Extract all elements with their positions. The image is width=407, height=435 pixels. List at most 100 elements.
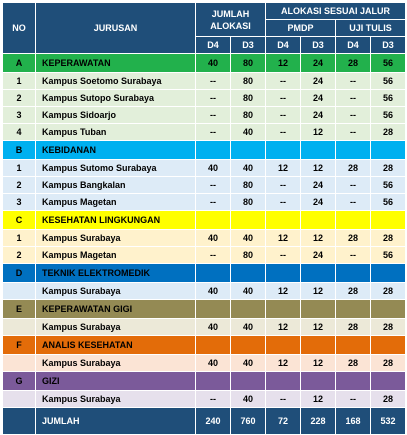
table-row: 2 Kampus Bangkalan -- 80 -- 24 -- 56: [2, 176, 407, 194]
header-uji-d3: D3: [370, 36, 407, 54]
group-value: [229, 263, 267, 283]
table-row: 2 Kampus Magetan -- 80 -- 24 -- 56: [2, 246, 407, 264]
row-campus-name: Kampus Surabaya: [35, 390, 196, 408]
row-value: 24: [300, 72, 337, 90]
row-campus-name: Kampus Tuban: [35, 123, 196, 141]
group-value: [335, 210, 372, 230]
row-value: --: [195, 123, 231, 141]
row-no: 1: [2, 72, 36, 90]
header-jumlah-alokasi: JUMLAH ALOKASI: [194, 2, 267, 37]
row-no: 2: [2, 176, 36, 194]
group-value: [195, 140, 231, 160]
row-value: 40: [229, 159, 267, 177]
table-row: 2 Kampus Sutopo Surabaya -- 80 -- 24 -- 56: [2, 89, 407, 107]
group-code: E: [2, 299, 36, 319]
group-value: [265, 371, 302, 391]
group-value: [195, 335, 231, 355]
row-value: 40: [229, 123, 267, 141]
group-row: G GIZI: [2, 371, 407, 391]
group-value: [335, 140, 372, 160]
header-uji-tulis: UJI TULIS: [335, 19, 407, 37]
row-value: 40: [195, 318, 231, 336]
header-pmdp: PMDP: [265, 19, 337, 37]
group-value: [370, 371, 407, 391]
row-value: 28: [370, 354, 407, 372]
row-value: 24: [300, 106, 337, 124]
row-value: 80: [229, 246, 267, 264]
total-value: 168: [335, 407, 372, 435]
total-no-cell: [2, 407, 36, 435]
row-value: 40: [195, 229, 231, 247]
row-campus-name: Kampus Sidoarjo: [35, 106, 196, 124]
row-no: 1: [2, 229, 36, 247]
group-row: A KEPERAWATAN 40 80 12 24 28 56: [2, 53, 407, 73]
table-row: Kampus Surabaya 40 40 12 12 28 28: [2, 282, 407, 300]
row-value: --: [265, 176, 302, 194]
row-value: --: [195, 193, 231, 211]
group-value: [370, 140, 407, 160]
group-value: [335, 263, 372, 283]
group-value: 24: [300, 53, 337, 73]
row-value: 28: [335, 318, 372, 336]
row-value: 12: [300, 282, 337, 300]
group-value: 12: [265, 53, 302, 73]
group-row: B KEBIDANAN: [2, 140, 407, 160]
row-value: --: [195, 89, 231, 107]
row-value: 56: [370, 89, 407, 107]
group-code: B: [2, 140, 36, 160]
row-value: --: [195, 72, 231, 90]
row-value: --: [335, 123, 372, 141]
row-value: --: [195, 390, 231, 408]
group-value: [265, 140, 302, 160]
group-value: [229, 140, 267, 160]
row-value: --: [195, 246, 231, 264]
table-row: Kampus Surabaya -- 40 -- 12 -- 28: [2, 390, 407, 408]
row-value: 24: [300, 246, 337, 264]
group-name: KEBIDANAN: [35, 140, 196, 160]
group-value: [229, 371, 267, 391]
row-campus-name: Kampus Sutopo Surabaya: [35, 89, 196, 107]
row-value: 28: [335, 354, 372, 372]
group-value: [370, 299, 407, 319]
row-value: --: [335, 176, 372, 194]
row-no: [2, 390, 36, 408]
row-value: 56: [370, 193, 407, 211]
group-value: [265, 210, 302, 230]
table-header: NO JURUSAN JUMLAH ALOKASI ALOKASI SESUAI…: [2, 2, 407, 54]
row-value: --: [265, 123, 302, 141]
group-row: D TEKNIK ELEKTROMEDIK: [2, 263, 407, 283]
group-value: [370, 263, 407, 283]
group-code: D: [2, 263, 36, 283]
group-value: [370, 210, 407, 230]
group-value: 40: [195, 53, 231, 73]
group-row: E KEPERAWATAN GIGI: [2, 299, 407, 319]
group-name: TEKNIK ELEKTROMEDIK: [35, 263, 196, 283]
group-value: [300, 210, 337, 230]
row-value: 28: [370, 123, 407, 141]
row-value: 40: [229, 354, 267, 372]
group-value: [370, 335, 407, 355]
row-value: 80: [229, 106, 267, 124]
row-value: 12: [265, 159, 302, 177]
group-row: C KESEHATAN LINGKUNGAN: [2, 210, 407, 230]
group-row: F ANALIS KESEHATAN: [2, 335, 407, 355]
row-no: 3: [2, 193, 36, 211]
group-code: C: [2, 210, 36, 230]
row-value: 80: [229, 89, 267, 107]
group-value: [300, 335, 337, 355]
table-row: Kampus Surabaya 40 40 12 12 28 28: [2, 354, 407, 372]
group-value: [300, 140, 337, 160]
row-no: [2, 282, 36, 300]
group-name: KESEHATAN LINGKUNGAN: [35, 210, 196, 230]
table-row: 4 Kampus Tuban -- 40 -- 12 -- 28: [2, 123, 407, 141]
table-row: 1 Kampus Sutomo Surabaya 40 40 12 12 28 28: [2, 159, 407, 177]
row-value: --: [265, 106, 302, 124]
table-row: Kampus Surabaya 40 40 12 12 28 28: [2, 318, 407, 336]
row-value: --: [195, 176, 231, 194]
row-value: --: [335, 89, 372, 107]
row-campus-name: Kampus Soetomo Surabaya: [35, 72, 196, 90]
group-name: KEPERAWATAN GIGI: [35, 299, 196, 319]
header-no: NO: [2, 2, 36, 54]
row-no: 3: [2, 106, 36, 124]
